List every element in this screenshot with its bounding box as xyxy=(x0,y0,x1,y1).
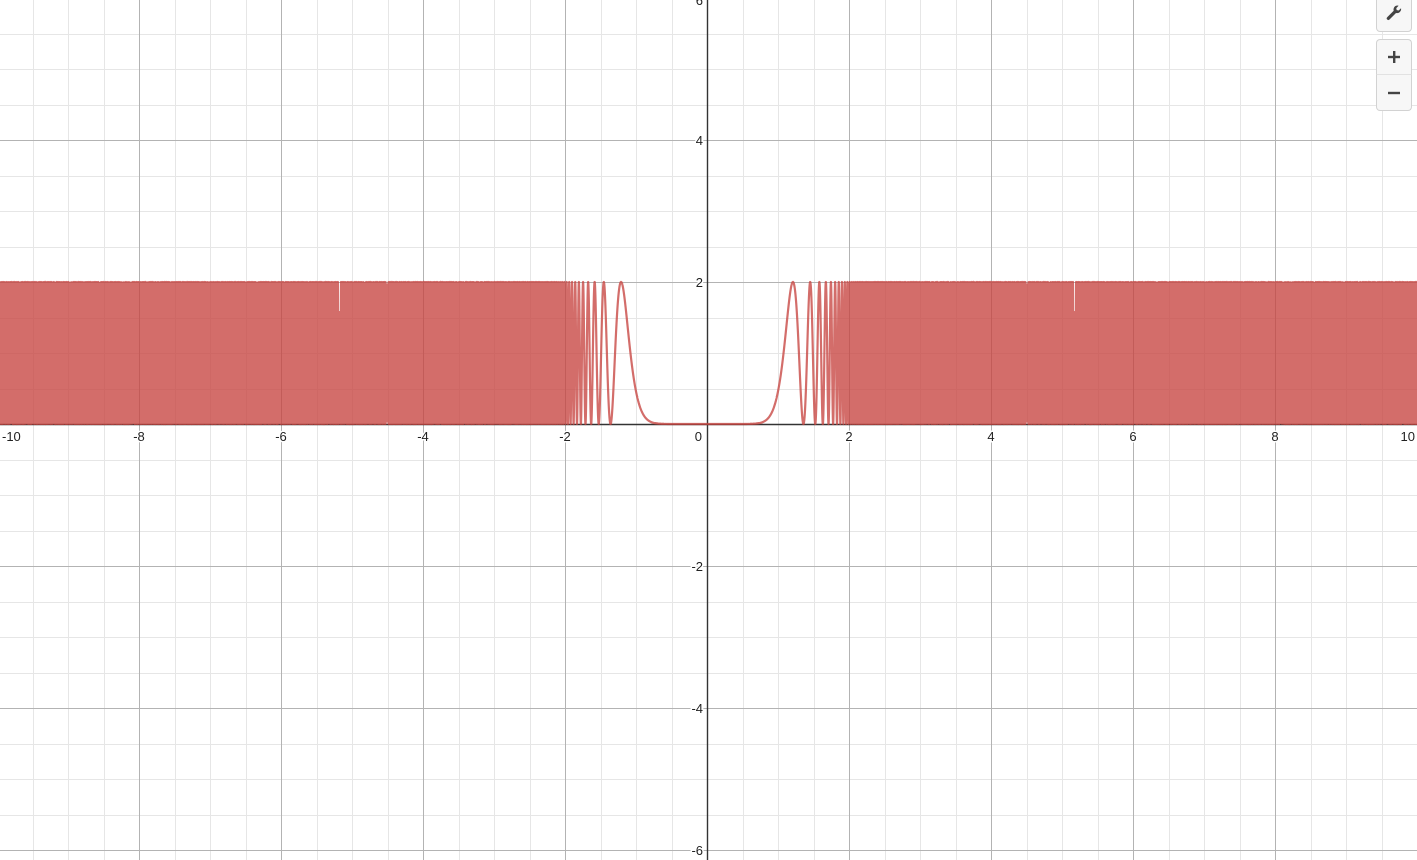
x-tick-label: -4 xyxy=(417,429,429,444)
plus-icon xyxy=(1386,49,1402,65)
x-tick-label: 2 xyxy=(845,429,852,444)
y-tick-label: -2 xyxy=(691,559,703,574)
x-tick-label: 4 xyxy=(987,429,994,444)
zoom-in-button[interactable] xyxy=(1376,39,1412,75)
y-tick-label: -4 xyxy=(691,701,703,716)
graph-settings-button[interactable] xyxy=(1376,0,1412,32)
function-curve[interactable] xyxy=(0,280,1417,426)
x-tick-label: 6 xyxy=(1129,429,1136,444)
x-tick-label: 10 xyxy=(1401,429,1415,444)
x-tick-label: -2 xyxy=(559,429,571,444)
x-tick-label: 8 xyxy=(1271,429,1278,444)
y-tick-label: -6 xyxy=(691,843,703,858)
y-tick-label: 2 xyxy=(696,275,703,290)
y-tick-label: 4 xyxy=(696,133,703,148)
minus-icon xyxy=(1386,85,1402,101)
function-curve-layer xyxy=(0,280,1417,426)
x-tick-label: 0 xyxy=(695,429,702,444)
wrench-icon xyxy=(1385,4,1403,22)
x-tick-label: -10 xyxy=(2,429,21,444)
x-tick-label: -6 xyxy=(275,429,287,444)
zoom-out-button[interactable] xyxy=(1376,75,1412,111)
x-tick-label: -8 xyxy=(133,429,145,444)
y-tick-label: 6 xyxy=(696,0,703,8)
